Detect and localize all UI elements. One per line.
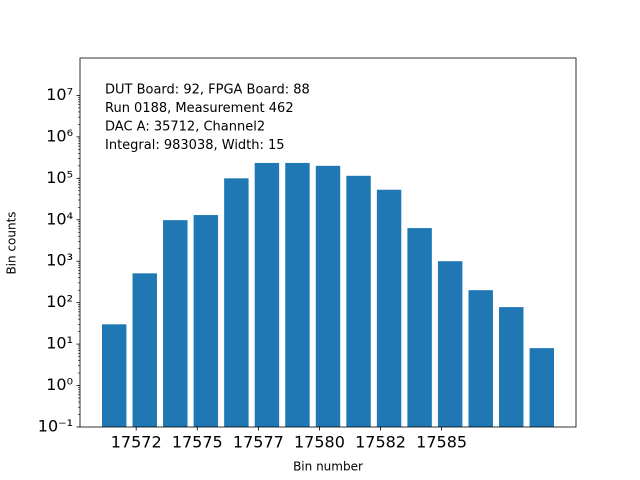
bar [407,228,432,427]
y-tick-label: 10³ [46,251,73,270]
x-tick-label: 17577 [233,433,284,452]
bar [346,175,371,427]
y-tick-label: 10⁴ [46,209,73,228]
bar [376,189,402,427]
bar [468,290,493,427]
bar [499,307,524,427]
y-tick-label: 10⁵ [46,168,73,187]
bar [101,324,127,427]
y-tick-label: 10² [46,292,73,311]
bar [285,162,310,427]
y-tick-label: 10⁻¹ [38,417,73,436]
x-tick-label: 17582 [355,433,406,452]
x-axis-label: Bin number [293,460,363,474]
y-tick-label: 10⁷ [46,85,73,104]
y-tick-label: 10¹ [46,334,73,353]
bar [529,348,555,427]
plot-frame [79,57,577,428]
y-tick-label: 10⁰ [46,375,73,394]
annotation: DUT Board: 92, FPGA Board: 88 [105,83,310,98]
y-axis-label: Bin counts [5,211,19,274]
x-tick-label: 17580 [294,433,345,452]
annotation: Integral: 983038, Width: 15 [105,138,285,153]
annotation: DAC A: 35712, Channel2 [105,120,265,135]
bar [132,273,157,427]
x-tick-label: 17585 [416,433,467,452]
y-tick-label: 10⁶ [46,126,73,145]
annotation: Run 0188, Measurement 462 [105,101,294,116]
bar [193,215,219,427]
bar [315,165,341,428]
x-tick-label: 17572 [111,433,162,452]
x-tick-label: 17575 [172,433,223,452]
bar [163,220,188,427]
bar [224,178,249,427]
bar [437,261,463,427]
bar [254,162,280,427]
